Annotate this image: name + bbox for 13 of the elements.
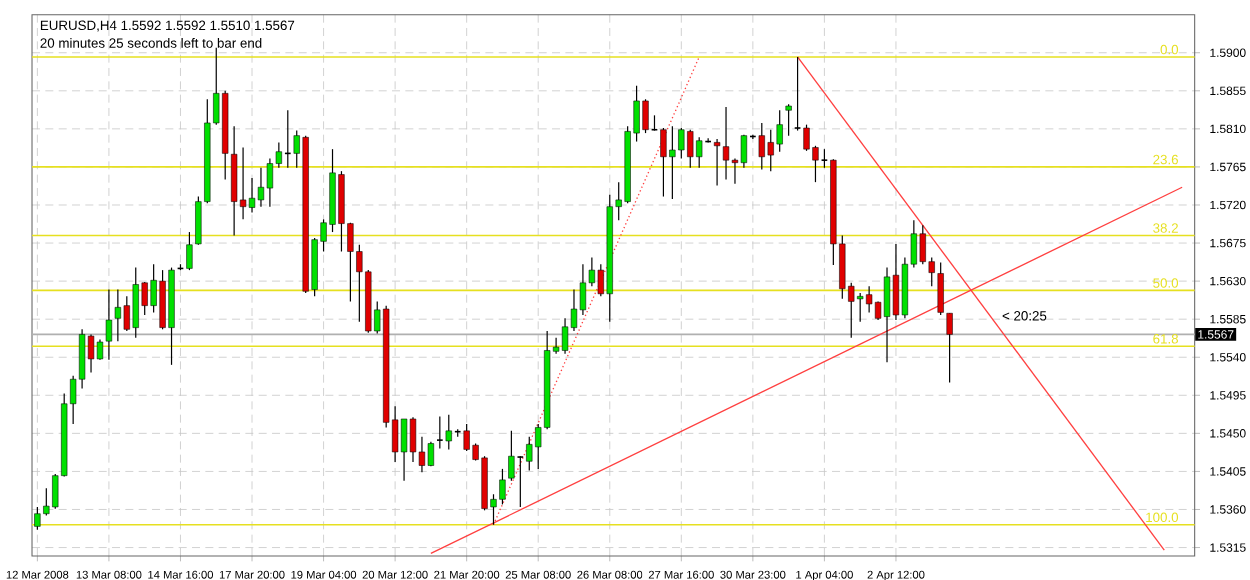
- candlestick: [892, 243, 900, 321]
- candlestick: [946, 312, 953, 384]
- candlestick: [436, 415, 444, 450]
- candlestick: [409, 416, 417, 463]
- candlestick: [722, 106, 730, 181]
- candlestick: [248, 177, 256, 214]
- candlestick: [937, 261, 944, 316]
- candlestick: [883, 266, 891, 363]
- candlestick: [87, 333, 95, 374]
- candlestick: [508, 430, 515, 482]
- candlestick: [257, 167, 265, 208]
- candlestick: [785, 103, 792, 137]
- candlestick: [713, 138, 721, 187]
